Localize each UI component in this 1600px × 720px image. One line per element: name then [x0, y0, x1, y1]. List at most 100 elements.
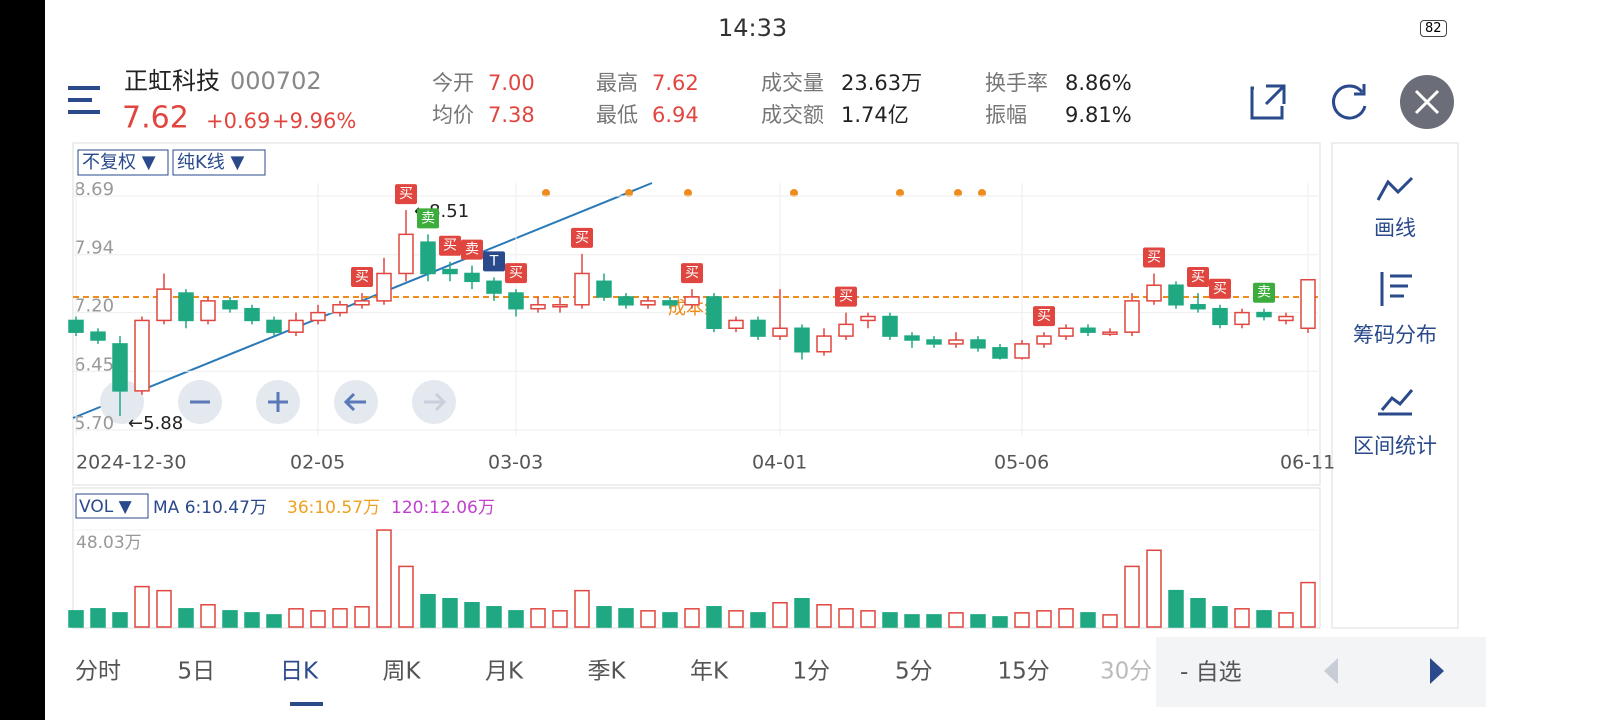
- signal-tag: [461, 239, 483, 260]
- label: 7.94: [74, 238, 114, 259]
- label: 卖: [1257, 285, 1271, 301]
- label[interactable]: 筹码分布: [1353, 323, 1437, 347]
- refresh[interactable]: [1332, 84, 1367, 120]
- label[interactable]: 纯K线 ▼: [177, 152, 245, 173]
- volume-bar: [530, 608, 546, 628]
- label[interactable]: 5日: [178, 659, 216, 685]
- candle-body: [684, 296, 700, 306]
- candle-body: [244, 307, 260, 322]
- candle-body: [860, 315, 876, 322]
- volume-bar: [596, 606, 612, 628]
- label[interactable]: 分时: [75, 659, 121, 685]
- label: 买: [443, 238, 457, 254]
- candle-body: [838, 323, 854, 337]
- label[interactable]: 年K: [690, 659, 729, 685]
- label: 最低: [596, 103, 638, 127]
- volume-bar: [574, 589, 590, 628]
- volume-bar: [420, 593, 436, 628]
- label[interactable]: 画线: [1374, 216, 1416, 240]
- share[interactable]: [1250, 84, 1286, 120]
- signal-tag: [1143, 247, 1165, 268]
- candle-body: [1146, 284, 1162, 302]
- volume-bar: [1058, 608, 1074, 628]
- kline-frame: [72, 142, 1321, 486]
- label[interactable]: 15分: [998, 659, 1050, 685]
- label: 05-06: [994, 452, 1049, 474]
- candle-body: [1190, 304, 1206, 310]
- candle-body: [1124, 300, 1140, 333]
- candle-body: [904, 335, 920, 341]
- label[interactable]: 1分: [793, 659, 831, 685]
- volume-bar: [794, 597, 810, 628]
- volume-bar: [398, 565, 414, 628]
- candle-body: [750, 319, 766, 337]
- label: ←5.88: [128, 413, 183, 434]
- volume-bar: [1234, 608, 1250, 628]
- volume-frame: [72, 487, 1321, 629]
- label: 120:12.06万: [391, 498, 495, 518]
- label[interactable]: 季K: [588, 659, 627, 685]
- label[interactable]: 日K: [280, 659, 319, 685]
- label: 000702: [230, 67, 322, 95]
- volume-bar: [1256, 610, 1272, 628]
- volume-bar: [222, 610, 238, 628]
- candle-body: [948, 339, 964, 345]
- candle-body: [618, 296, 634, 306]
- label[interactable]: - 自选: [1180, 660, 1242, 686]
- label: +9.96%: [272, 109, 356, 133]
- signal-tag: [417, 208, 439, 229]
- candle-body: [640, 300, 656, 306]
- candle-body: [200, 300, 216, 322]
- candle-body: [1014, 343, 1030, 359]
- candle-body: [794, 327, 810, 353]
- label: 卖: [465, 242, 479, 258]
- label: 均价: [432, 103, 474, 127]
- label[interactable]: 周K: [383, 659, 422, 685]
- label: 买: [685, 265, 699, 281]
- volume-bar: [1036, 610, 1052, 628]
- volume-bar: [156, 589, 172, 628]
- label[interactable]: 不复权 ▼: [82, 152, 156, 173]
- label[interactable]: 月K: [485, 659, 524, 685]
- volume-bar: [948, 612, 964, 628]
- volume-bar: [1124, 565, 1140, 628]
- volume-bar: [882, 612, 898, 628]
- volume-bar: [178, 608, 194, 628]
- tool-icon: [1380, 272, 1412, 306]
- candle-body: [112, 343, 128, 392]
- candle-body: [1058, 327, 1074, 337]
- volume-bar: [266, 614, 282, 628]
- label: 06-11: [1280, 452, 1335, 474]
- volume-bar: [684, 608, 700, 628]
- signal-tag: [571, 227, 593, 248]
- candle-body: [772, 327, 788, 337]
- candle-body: [970, 339, 986, 349]
- candle-body: [574, 272, 590, 306]
- label: 振幅: [985, 103, 1027, 127]
- candle-body: [288, 319, 304, 333]
- candle-body: [992, 347, 1008, 359]
- dots: [542, 189, 986, 197]
- candle-body: [376, 272, 392, 302]
- volume-bar: [970, 614, 986, 628]
- label: 9.81%: [1065, 103, 1132, 127]
- volume-bar: [90, 608, 106, 628]
- candle-body: [530, 304, 546, 310]
- label[interactable]: 5分: [895, 659, 933, 685]
- volume-bar: [618, 608, 634, 628]
- volume-bar: [1014, 612, 1030, 628]
- candle-body: [354, 300, 370, 306]
- label[interactable]: 区间统计: [1353, 434, 1437, 458]
- menu-icon[interactable]: [68, 86, 100, 114]
- volume-bar: [1080, 612, 1096, 628]
- volume-bar: [1190, 597, 1206, 628]
- volume-bar: [442, 597, 458, 628]
- label: 6.94: [652, 103, 699, 127]
- label: 7.00: [488, 71, 535, 95]
- label[interactable]: VOL ▼: [79, 497, 133, 517]
- candle-body: [266, 319, 282, 333]
- volume-bar: [1212, 606, 1228, 628]
- label[interactable]: 30分: [1100, 659, 1152, 685]
- candle-body: [442, 268, 458, 275]
- candle-body: [1102, 331, 1118, 335]
